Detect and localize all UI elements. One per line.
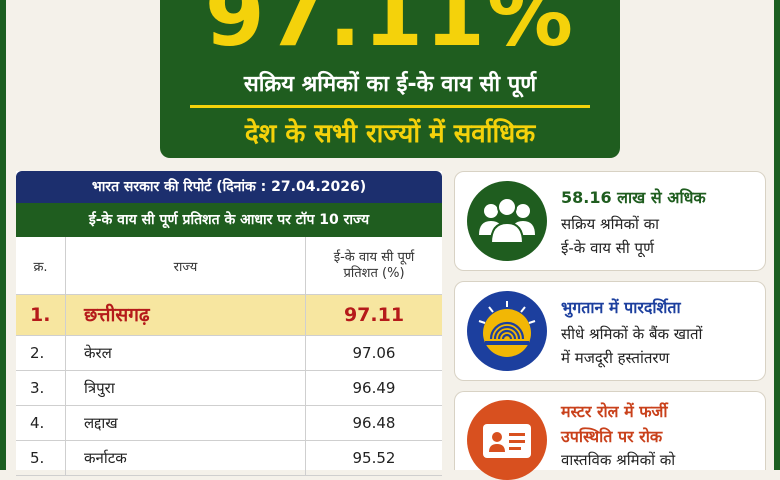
row-rank: 3. [16, 371, 66, 405]
id-card-icon [467, 400, 547, 480]
row-rank: 2. [16, 336, 66, 370]
card-line1: उपस्थिति पर रोक [561, 427, 663, 446]
card-title: 58.16 लाख से अधिक [561, 188, 706, 207]
page-frame [0, 0, 780, 470]
card-line1: सीधे श्रमिकों के बैंक खातों [561, 325, 703, 343]
column-header-state: राज्य [66, 237, 306, 295]
table-row: 4. लद्दाख 96.48 [16, 406, 442, 441]
headline-divider [190, 105, 590, 108]
row-percentage: 97.11 [343, 304, 405, 326]
row-percentage: 96.48 [352, 414, 396, 432]
row-rank: 1. [16, 295, 66, 335]
aadhaar-logo-icon [467, 291, 547, 371]
headline-highlight: देश के सभी राज्यों में सर्वाधिक [244, 119, 536, 149]
card-title: भुगतान में पारदर्शिता [561, 298, 681, 317]
card-line2: ई-के वाय सी पूर्ण [561, 239, 654, 257]
headline-percentage: 97.11% [204, 0, 576, 66]
card-line2: वास्तविक श्रमिकों को [561, 451, 676, 469]
column-header-percentage: ई-के वाय सी पूर्ण प्रतिशत (%) [306, 237, 442, 295]
column-header-rank: क्र. [16, 237, 66, 295]
card-line2: में मजदूरी हस्तांतरण [561, 349, 670, 367]
row-rank: 5. [16, 441, 66, 475]
ranking-table: भारत सरकार की रिपोर्ट (दिनांक : 27.04.20… [16, 171, 442, 476]
row-percentage: 96.49 [352, 379, 396, 397]
info-card-workers: 58.16 लाख से अधिक सक्रिय श्रमिकों का ई-क… [454, 171, 766, 271]
row-percentage: 95.52 [352, 449, 396, 467]
card-line1: सक्रिय श्रमिकों का [561, 215, 660, 233]
row-percentage: 97.06 [352, 344, 396, 362]
table-row: 3. त्रिपुरा 96.49 [16, 371, 442, 406]
row-rank: 4. [16, 406, 66, 440]
headline-banner: 97.11% सक्रिय श्रमिकों का ई-के वाय सी पू… [160, 0, 620, 158]
row-state: लद्दाख [66, 406, 306, 440]
headline-subtitle: सक्रिय श्रमिकों का ई-के वाय सी पूर्ण [243, 72, 537, 97]
table-row: 5. कर्नाटक 95.52 [16, 441, 442, 476]
column-header-pct-line1: ई-के वाय सी पूर्ण [333, 249, 415, 265]
row-state: कर्नाटक [66, 441, 306, 475]
table-row: 1. छत्तीसगढ़ 97.11 [16, 295, 442, 336]
workers-group-icon [467, 181, 547, 261]
card-title: मस्टर रोल में फर्जी [561, 402, 668, 421]
info-card-muster-roll: मस्टर रोल में फर्जी उपस्थिति पर रोक वास्… [454, 391, 766, 480]
row-state: छत्तीसगढ़ [66, 295, 306, 335]
report-title: भारत सरकार की रिपोर्ट (दिनांक : 27.04.20… [16, 171, 442, 203]
row-state: केरल [66, 336, 306, 370]
row-state: त्रिपुरा [66, 371, 306, 405]
column-header-pct-line2: प्रतिशत (%) [343, 265, 405, 281]
info-card-transparency: भुगतान में पारदर्शिता सीधे श्रमिकों के ब… [454, 281, 766, 381]
table-caption: ई-के वाय सी पूर्ण प्रतिशत के आधार पर टॉप… [16, 203, 442, 237]
table-row: 2. केरल 97.06 [16, 336, 442, 371]
